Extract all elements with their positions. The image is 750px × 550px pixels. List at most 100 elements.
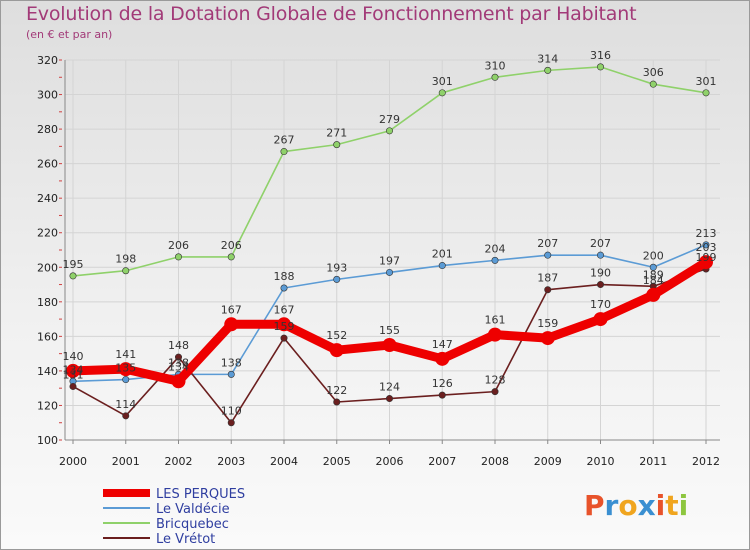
data-point [702,89,710,97]
data-point [329,343,344,358]
data-label: 140 [63,350,84,363]
data-label: 128 [485,374,506,387]
legend-label: Bricquebec [156,517,229,532]
series-group [66,63,713,427]
data-point [280,148,288,156]
y-tick-label: 160 [37,330,58,343]
data-label: 152 [326,329,347,342]
data-point [649,263,657,271]
data-label: 124 [379,381,400,394]
data-point [333,398,341,406]
data-point [227,253,235,261]
chart-subtitle: (en € et par an) [26,28,113,41]
x-tick-label: 2009 [534,455,562,468]
data-label: 200 [643,249,664,262]
grid [65,59,720,441]
y-tick-label: 260 [37,158,58,171]
data-point [382,338,397,352]
data-point [438,262,446,270]
data-point [224,317,239,332]
data-point [491,256,499,264]
data-label: 167 [274,303,295,316]
data-point [227,419,235,427]
logo-letter: P [584,489,605,522]
data-point [122,267,130,275]
data-label: 301 [696,75,717,88]
data-label: 314 [537,52,558,65]
data-point [435,351,450,366]
x-tick-label: 2005 [323,455,351,468]
data-point [333,141,341,149]
data-point [649,80,657,88]
data-label: 184 [643,274,664,287]
data-label: 193 [326,261,347,274]
legend-label: LES PERQUES [156,487,245,502]
axes [59,59,720,444]
data-label: 189 [643,268,664,281]
data-point [175,353,183,361]
data-point [66,363,80,378]
data-point [277,317,291,332]
data-point [385,127,393,135]
logo-letter: t [665,489,679,522]
x-tick-label: 2003 [217,455,245,468]
legend-label: Le Vrétot [156,532,215,547]
data-label: 271 [326,127,347,140]
data-label: 161 [485,314,506,327]
data-label: 204 [485,242,506,255]
tick-labels: 100 120 140 160 180 200 220 240 260 280 300 320 2000… [37,54,720,468]
data-point [385,268,393,276]
data-point [122,412,130,420]
y-tick-label: 320 [37,54,58,67]
data-label: 188 [274,270,295,283]
data-point [175,253,183,261]
logo-letter: o [618,489,638,522]
y-tick-label: 240 [37,192,58,205]
data-label: 190 [590,267,611,280]
logo-letter: i [655,489,666,522]
data-point [280,334,288,342]
x-tick-label: 2001 [112,455,140,468]
data-point [491,73,499,81]
data-label: 126 [432,377,453,390]
data-label: 167 [221,303,242,316]
data-label: 134 [63,363,84,376]
data-point [438,391,446,399]
data-label: 141 [115,348,136,361]
x-tick-label: 2007 [428,455,456,468]
data-label: 134 [168,360,189,373]
y-tick-label: 200 [37,261,58,274]
data-label: 206 [168,239,189,252]
x-tick-label: 2011 [639,455,667,468]
y-tick-label: 180 [37,296,58,309]
y-tick-label: 300 [37,89,58,102]
data-label: 155 [379,324,400,337]
chart-title: Evolution de la Dotation Globale de Fonc… [26,3,637,25]
data-point [596,63,604,71]
data-label: 135 [115,362,136,375]
data-point [596,251,604,259]
data-point [69,272,77,280]
data-label: 279 [379,113,400,126]
proxiti-logo: Proxiti [584,489,688,522]
data-point [333,275,341,283]
data-label: 138 [168,356,189,369]
data-label: 148 [168,339,189,352]
y-tick-label: 140 [37,365,58,378]
data-label: 267 [274,134,295,147]
data-point [540,331,555,346]
data-label: 203 [696,241,717,254]
logo-letter: r [604,489,619,522]
data-point [280,284,288,292]
data-point [385,395,393,403]
y-tick-label: 120 [37,399,58,412]
data-point [699,255,713,270]
logo-letter: i [678,489,689,522]
x-tick-label: 2000 [59,455,87,468]
data-point [69,382,77,390]
data-label: 159 [537,317,558,330]
data-label: 187 [537,272,558,285]
data-label: 199 [696,251,717,264]
data-point [544,251,552,259]
